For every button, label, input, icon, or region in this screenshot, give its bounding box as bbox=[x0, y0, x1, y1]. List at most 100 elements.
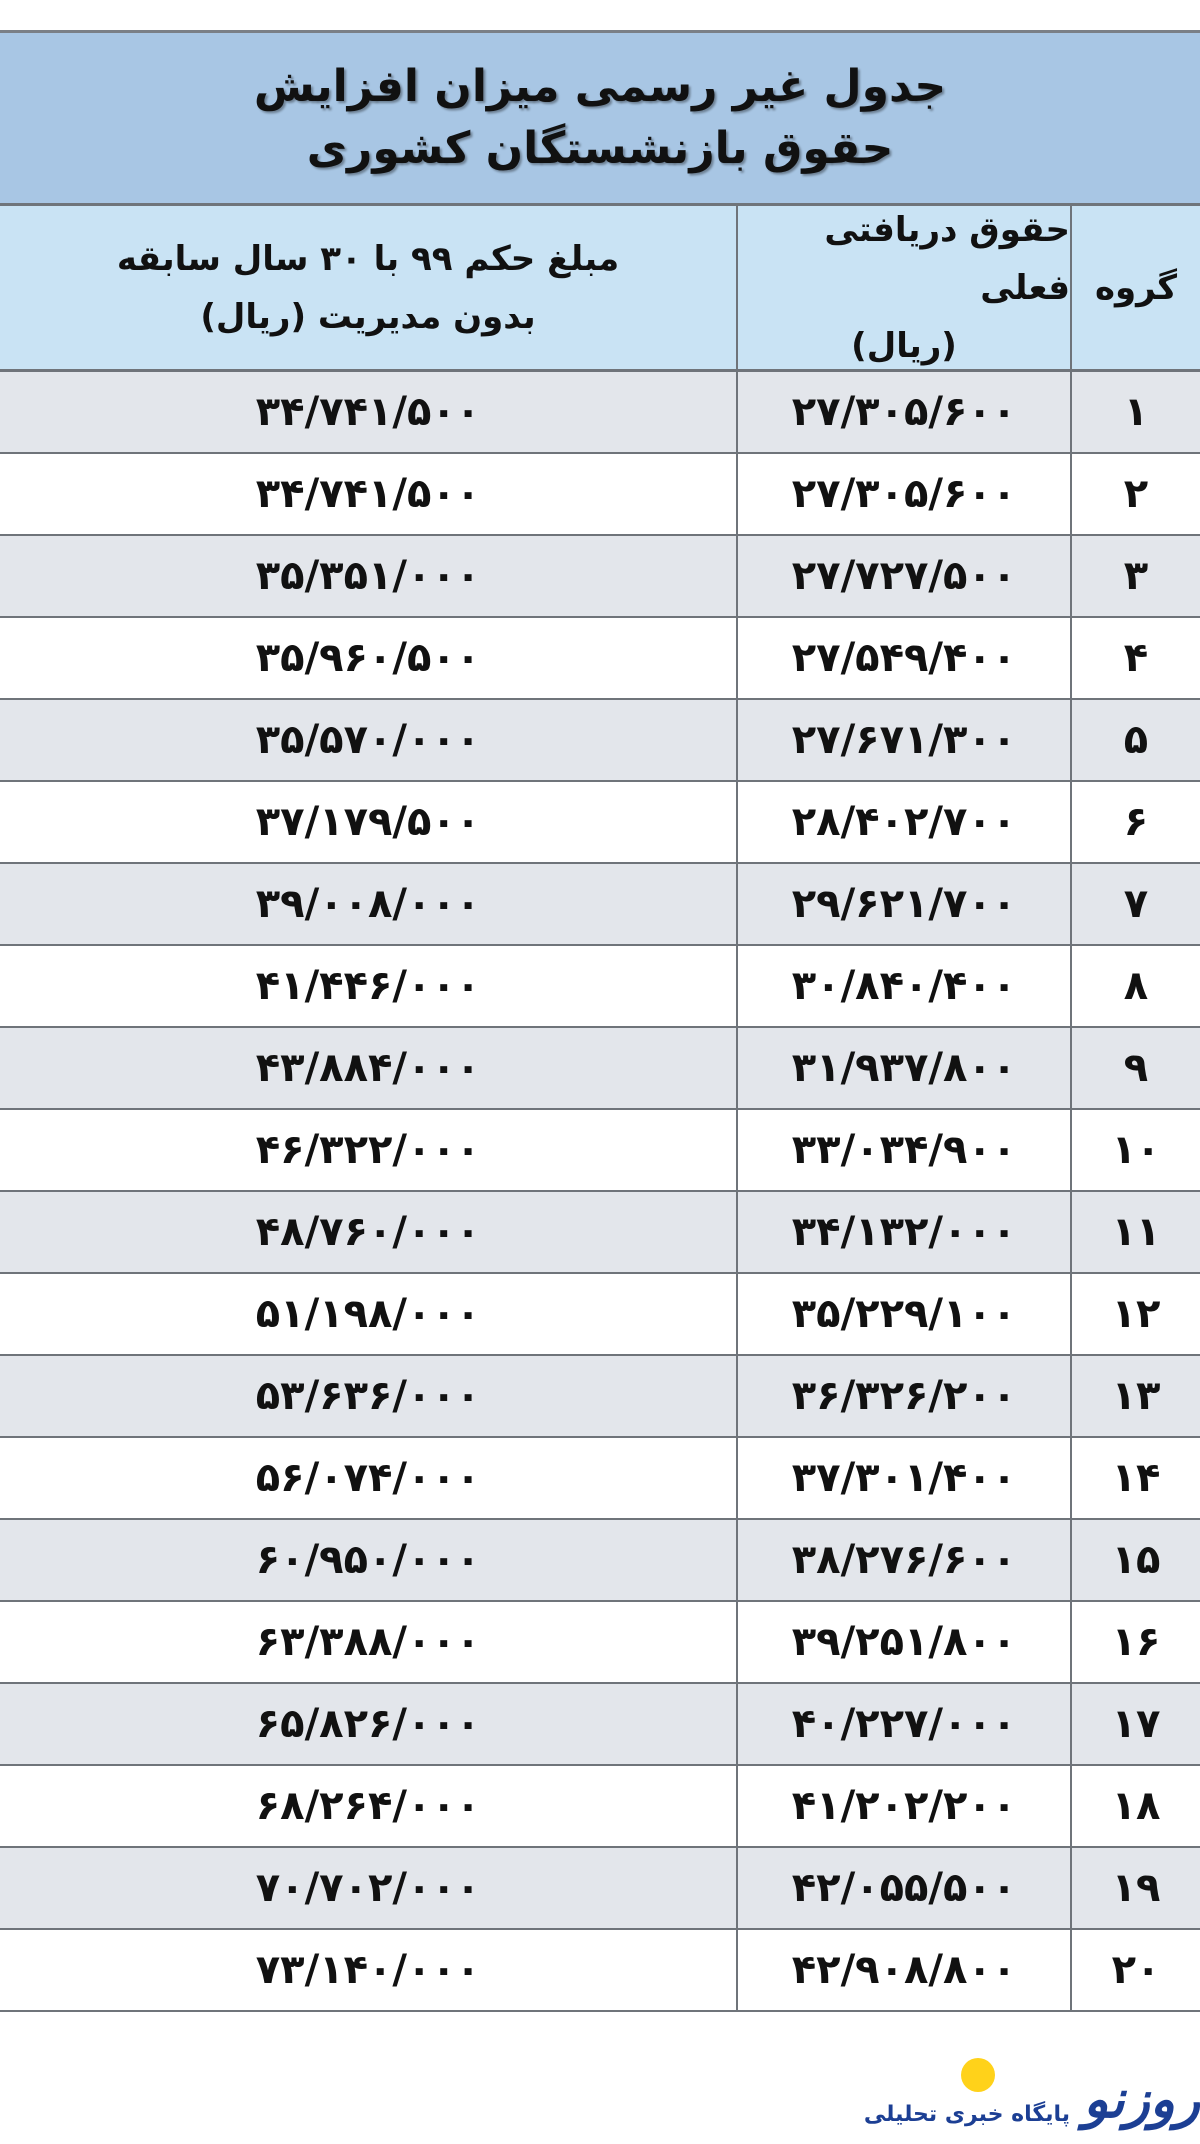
group-cell: ۲۰ bbox=[1070, 1930, 1200, 2010]
new-salary-cell-value: ۷۳/۱۴۰/۰۰۰ bbox=[255, 1947, 481, 1993]
group-cell-value: ۵ bbox=[1123, 717, 1149, 763]
new-salary-cell-value: ۳۵/۳۵۱/۰۰۰ bbox=[255, 553, 481, 599]
current-salary-cell: ۴۲/۰۵۵/۵۰۰ bbox=[736, 1848, 1070, 1928]
group-cell-value: ۱۲ bbox=[1111, 1291, 1161, 1337]
current-salary-cell: ۴۰/۲۲۷/۰۰۰ bbox=[736, 1684, 1070, 1764]
new-salary-cell-value: ۳۵/۵۷۰/۰۰۰ bbox=[255, 717, 481, 763]
new-salary-cell: ۶۵/۸۲۶/۰۰۰ bbox=[0, 1684, 736, 1764]
new-salary-cell: ۳۵/۵۷۰/۰۰۰ bbox=[0, 700, 736, 780]
group-cell-value: ۹ bbox=[1123, 1045, 1149, 1091]
current-salary-cell-value: ۲۷/۵۴۹/۴۰۰ bbox=[791, 635, 1017, 681]
group-cell-value: ۱۷ bbox=[1111, 1701, 1161, 1747]
current-salary-cell: ۳۷/۳۰۱/۴۰۰ bbox=[736, 1438, 1070, 1518]
current-salary-cell-value: ۲۹/۶۲۱/۷۰۰ bbox=[791, 881, 1017, 927]
new-salary-cell-value: ۳۵/۹۶۰/۵۰۰ bbox=[255, 635, 481, 681]
current-salary-cell-value: ۲۷/۷۲۷/۵۰۰ bbox=[791, 553, 1017, 599]
current-salary-cell-value: ۳۵/۲۲۹/۱۰۰ bbox=[791, 1291, 1017, 1337]
table-row: ۹ ۳۱/۹۳۷/۸۰۰ ۴۳/۸۸۴/۰۰۰ bbox=[0, 1028, 1200, 1110]
group-cell: ۸ bbox=[1070, 946, 1200, 1026]
current-salary-cell-value: ۳۸/۲۷۶/۶۰۰ bbox=[791, 1537, 1017, 1583]
current-salary-cell-value: ۳۹/۲۵۱/۸۰۰ bbox=[791, 1619, 1017, 1665]
current-salary-cell: ۳۰/۸۴۰/۴۰۰ bbox=[736, 946, 1070, 1026]
current-salary-cell: ۴۲/۹۰۸/۸۰۰ bbox=[736, 1930, 1070, 2010]
new-salary-cell-value: ۶۳/۳۸۸/۰۰۰ bbox=[255, 1619, 481, 1665]
group-cell: ۱۸ bbox=[1070, 1766, 1200, 1846]
group-cell: ۱۷ bbox=[1070, 1684, 1200, 1764]
group-cell: ۷ bbox=[1070, 864, 1200, 944]
header-row: گروه حقوق دریافتی فعلی (ریال) مبلغ حکم ۹… bbox=[0, 206, 1200, 372]
table-row: ۲ ۲۷/۳۰۵/۶۰۰ ۳۴/۷۴۱/۵۰۰ bbox=[0, 454, 1200, 536]
table-body: ۱ ۲۷/۳۰۵/۶۰۰ ۳۴/۷۴۱/۵۰۰ ۲ ۲۷/۳۰۵/۶۰۰ ۳۴/۷۴۱/۵… bbox=[0, 372, 1200, 2012]
new-salary-cell: ۵۶/۰۷۴/۰۰۰ bbox=[0, 1438, 736, 1518]
header-current-line-2: (ریال) bbox=[851, 325, 957, 366]
table-row: ۱۸ ۴۱/۲۰۲/۲۰۰ ۶۸/۲۶۴/۰۰۰ bbox=[0, 1766, 1200, 1848]
group-cell: ۱۵ bbox=[1070, 1520, 1200, 1600]
new-salary-cell: ۳۵/۳۵۱/۰۰۰ bbox=[0, 536, 736, 616]
table-row: ۱۴ ۳۷/۳۰۱/۴۰۰ ۵۶/۰۷۴/۰۰۰ bbox=[0, 1438, 1200, 1520]
logo-brand: روزنو bbox=[1083, 2070, 1200, 2130]
group-cell: ۱۶ bbox=[1070, 1602, 1200, 1682]
logo-sun-icon bbox=[961, 2058, 995, 2092]
new-salary-cell: ۴۱/۴۴۶/۰۰۰ bbox=[0, 946, 736, 1026]
current-salary-cell: ۳۶/۳۲۶/۲۰۰ bbox=[736, 1356, 1070, 1436]
new-salary-cell-value: ۶۵/۸۲۶/۰۰۰ bbox=[255, 1701, 481, 1747]
pension-table: جدول غیر رسمی میزان افزایش حقوق بازنشستگ… bbox=[0, 30, 1200, 2012]
title-line-1: جدول غیر رسمی میزان افزایش bbox=[253, 61, 947, 112]
group-cell-value: ۶ bbox=[1123, 799, 1149, 845]
new-salary-cell: ۳۴/۷۴۱/۵۰۰ bbox=[0, 372, 736, 452]
new-salary-cell: ۵۱/۱۹۸/۰۰۰ bbox=[0, 1274, 736, 1354]
current-salary-cell: ۲۷/۳۰۵/۶۰۰ bbox=[736, 454, 1070, 534]
group-cell-value: ۱ bbox=[1123, 389, 1149, 435]
table-row: ۱۷ ۴۰/۲۲۷/۰۰۰ ۶۵/۸۲۶/۰۰۰ bbox=[0, 1684, 1200, 1766]
group-cell: ۵ bbox=[1070, 700, 1200, 780]
current-salary-cell: ۳۳/۰۳۴/۹۰۰ bbox=[736, 1110, 1070, 1190]
new-salary-cell: ۵۳/۶۳۶/۰۰۰ bbox=[0, 1356, 736, 1436]
current-salary-cell-value: ۳۷/۳۰۱/۴۰۰ bbox=[791, 1455, 1017, 1501]
current-salary-cell: ۲۷/۷۲۷/۵۰۰ bbox=[736, 536, 1070, 616]
current-salary-cell-value: ۳۰/۸۴۰/۴۰۰ bbox=[791, 963, 1017, 1009]
current-salary-cell: ۲۷/۶۷۱/۳۰۰ bbox=[736, 700, 1070, 780]
title-line-2: حقوق بازنشستگان کشوری bbox=[306, 123, 894, 174]
table-row: ۱۶ ۳۹/۲۵۱/۸۰۰ ۶۳/۳۸۸/۰۰۰ bbox=[0, 1602, 1200, 1684]
group-cell-value: ۱۴ bbox=[1111, 1455, 1161, 1501]
group-cell: ۱۱ bbox=[1070, 1192, 1200, 1272]
group-cell: ۴ bbox=[1070, 618, 1200, 698]
current-salary-cell: ۴۱/۲۰۲/۲۰۰ bbox=[736, 1766, 1070, 1846]
current-salary-cell-value: ۴۰/۲۲۷/۰۰۰ bbox=[791, 1701, 1017, 1747]
new-salary-cell: ۶۸/۲۶۴/۰۰۰ bbox=[0, 1766, 736, 1846]
current-salary-cell-value: ۲۷/۳۰۵/۶۰۰ bbox=[791, 471, 1017, 517]
header-current: حقوق دریافتی فعلی (ریال) bbox=[736, 206, 1070, 369]
table-row: ۴ ۲۷/۵۴۹/۴۰۰ ۳۵/۹۶۰/۵۰۰ bbox=[0, 618, 1200, 700]
header-current-line-1: حقوق دریافتی فعلی bbox=[824, 209, 1070, 308]
current-salary-cell: ۲۷/۵۴۹/۴۰۰ bbox=[736, 618, 1070, 698]
new-salary-cell-value: ۳۷/۱۷۹/۵۰۰ bbox=[255, 799, 481, 845]
header-group-label: گروه bbox=[1094, 267, 1178, 308]
current-salary-cell: ۳۹/۲۵۱/۸۰۰ bbox=[736, 1602, 1070, 1682]
current-salary-cell: ۳۴/۱۳۲/۰۰۰ bbox=[736, 1192, 1070, 1272]
group-cell-value: ۲۰ bbox=[1111, 1947, 1161, 1993]
new-salary-cell-value: ۶۰/۹۵۰/۰۰۰ bbox=[255, 1537, 481, 1583]
table-row: ۱ ۲۷/۳۰۵/۶۰۰ ۳۴/۷۴۱/۵۰۰ bbox=[0, 372, 1200, 454]
header-group: گروه bbox=[1070, 206, 1200, 369]
new-salary-cell-value: ۳۴/۷۴۱/۵۰۰ bbox=[255, 471, 481, 517]
current-salary-cell: ۲۸/۴۰۲/۷۰۰ bbox=[736, 782, 1070, 862]
new-salary-cell-value: ۶۸/۲۶۴/۰۰۰ bbox=[255, 1783, 481, 1829]
group-cell-value: ۲ bbox=[1123, 471, 1149, 517]
new-salary-cell: ۴۶/۳۲۲/۰۰۰ bbox=[0, 1110, 736, 1190]
table-row: ۱۰ ۳۳/۰۳۴/۹۰۰ ۴۶/۳۲۲/۰۰۰ bbox=[0, 1110, 1200, 1192]
group-cell: ۹ bbox=[1070, 1028, 1200, 1108]
table-row: ۳ ۲۷/۷۲۷/۵۰۰ ۳۵/۳۵۱/۰۰۰ bbox=[0, 536, 1200, 618]
group-cell-value: ۱۳ bbox=[1111, 1373, 1161, 1419]
new-salary-cell-value: ۵۳/۶۳۶/۰۰۰ bbox=[255, 1373, 481, 1419]
current-salary-cell-value: ۳۴/۱۳۲/۰۰۰ bbox=[791, 1209, 1017, 1255]
new-salary-cell: ۳۷/۱۷۹/۵۰۰ bbox=[0, 782, 736, 862]
current-salary-cell: ۲۹/۶۲۱/۷۰۰ bbox=[736, 864, 1070, 944]
group-cell-value: ۳ bbox=[1123, 553, 1149, 599]
table-row: ۱۹ ۴۲/۰۵۵/۵۰۰ ۷۰/۷۰۲/۰۰۰ bbox=[0, 1848, 1200, 1930]
table-row: ۲۰ ۴۲/۹۰۸/۸۰۰ ۷۳/۱۴۰/۰۰۰ bbox=[0, 1930, 1200, 2012]
current-salary-cell-value: ۳۶/۳۲۶/۲۰۰ bbox=[791, 1373, 1017, 1419]
group-cell: ۶ bbox=[1070, 782, 1200, 862]
current-salary-cell: ۲۷/۳۰۵/۶۰۰ bbox=[736, 372, 1070, 452]
header-new-line-1: مبلغ حکم ۹۹ با ۳۰ سال سابقه bbox=[116, 238, 620, 279]
new-salary-cell-value: ۴۳/۸۸۴/۰۰۰ bbox=[255, 1045, 481, 1091]
